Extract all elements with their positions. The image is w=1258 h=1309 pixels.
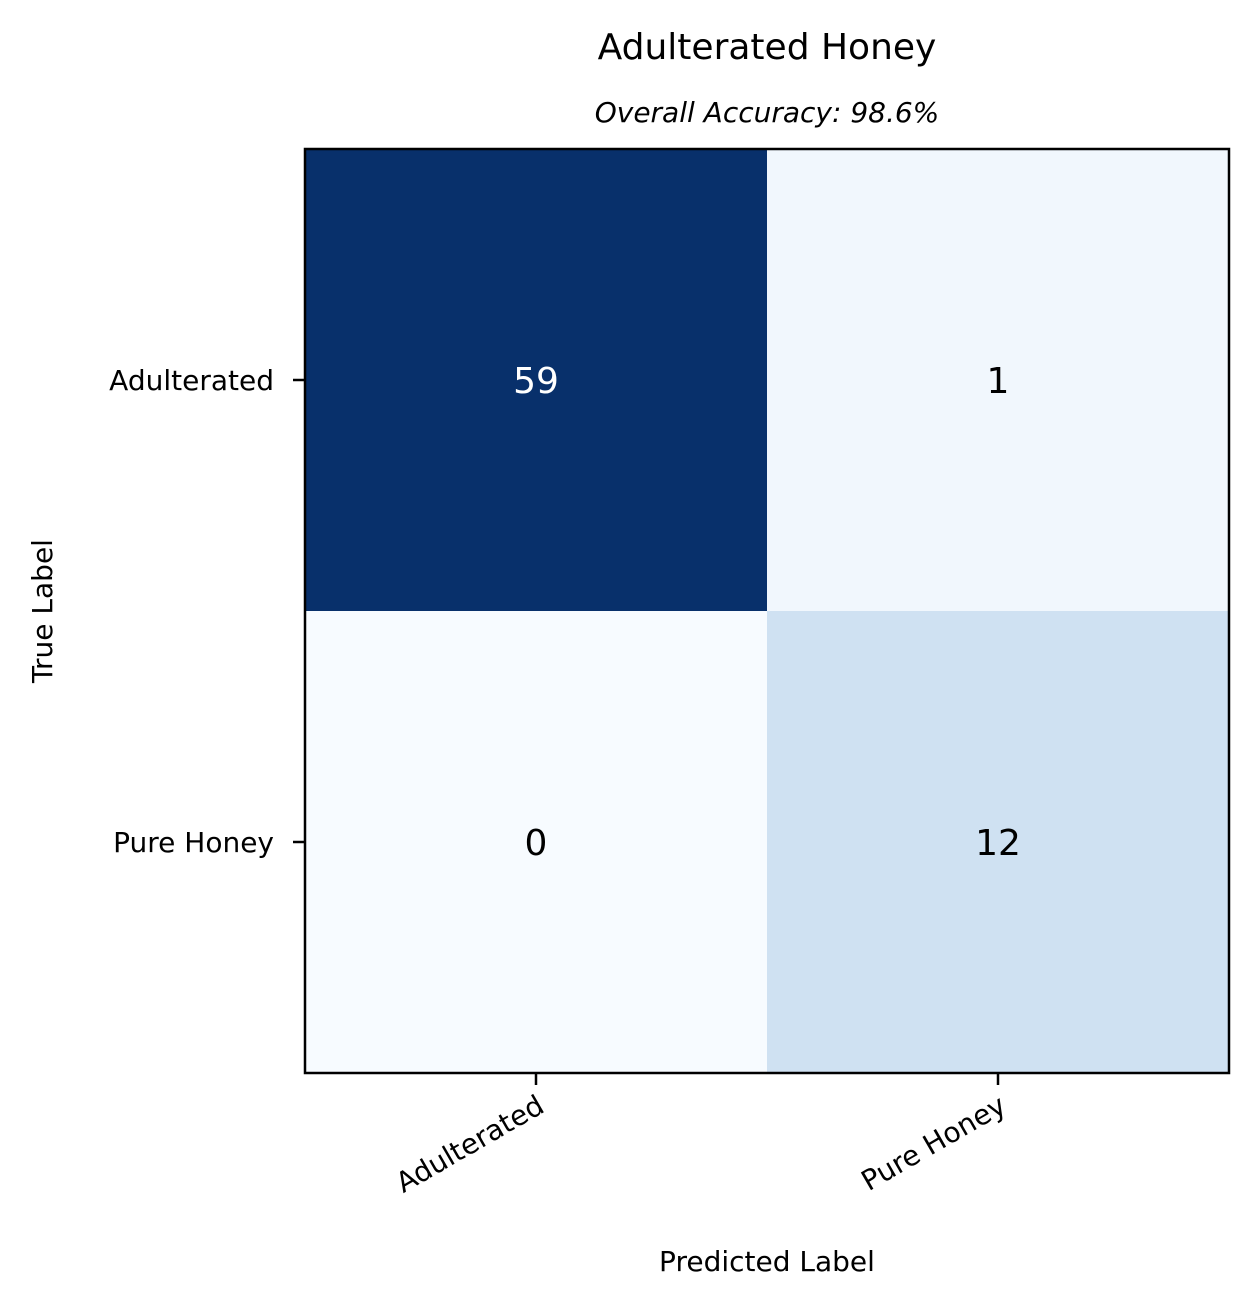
cell-value-label: 12 xyxy=(975,823,1021,864)
heatmap-cell xyxy=(305,149,767,611)
heatmap-cell xyxy=(305,611,767,1073)
y-tick-label: Adulterated xyxy=(109,364,274,397)
x-tick-label: Adulterated xyxy=(390,1088,549,1199)
heatmap-cells: 59 1 0 12 xyxy=(305,149,1229,1073)
y-axis-label: True Label xyxy=(26,539,59,684)
x-axis-label: Predicted Label xyxy=(659,1245,875,1278)
x-tick-label: Pure Honey xyxy=(856,1088,1012,1197)
chart-title: Adulterated Honey xyxy=(597,27,937,68)
y-tick-label: Pure Honey xyxy=(113,826,274,859)
heatmap-cell xyxy=(767,149,1229,611)
cell-value-label: 1 xyxy=(987,361,1010,402)
chart-subtitle: Overall Accuracy: 98.6% xyxy=(594,96,940,129)
plot-frame xyxy=(303,147,1231,1075)
heatmap-cell xyxy=(767,611,1229,1073)
cell-value-label: 59 xyxy=(513,361,559,402)
cell-value-label: 0 xyxy=(525,823,548,864)
